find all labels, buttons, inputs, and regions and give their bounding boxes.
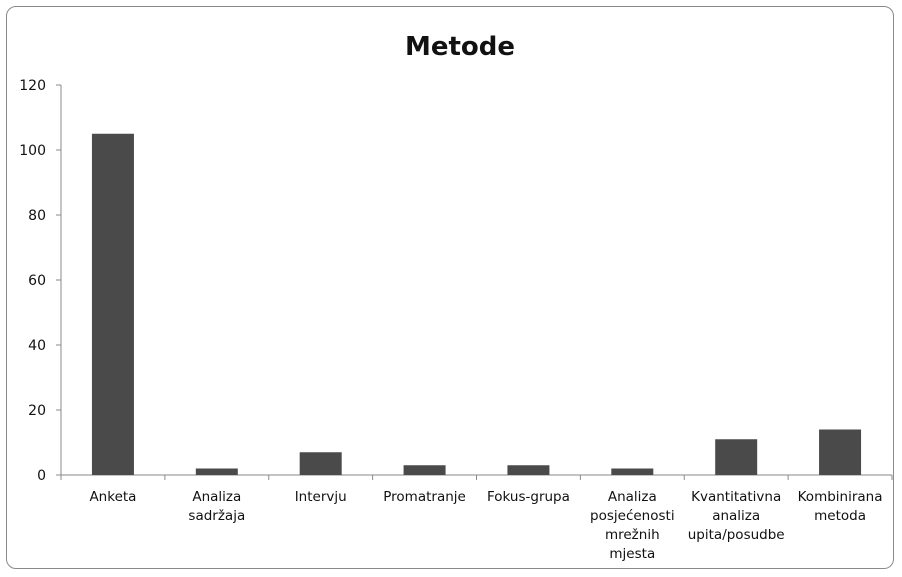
x-category-label-line: Analiza [608,489,657,505]
y-axis: 0 20 40 60 80 100 120 [19,78,62,484]
x-category-label-line: sadržaja [188,508,245,524]
x-category-label-line: upita/posudbe [688,527,785,543]
x-category-label-line: Promatranje [383,489,466,505]
x-category-label-line: metoda [814,508,866,524]
x-category-label: Analiza posjećenosti mrežnih mjesta [590,489,675,562]
x-axis [60,474,893,480]
x-category-label: Anketa [89,489,136,505]
x-category-label-line: Analiza [192,489,241,505]
x-category-label-line: Fokus-grupa [487,489,570,505]
x-category-label: Fokus-grupa [487,489,570,505]
bar [403,465,446,475]
bar [299,452,342,475]
bar [819,429,862,475]
y-tick-label: 60 [28,273,46,289]
x-category-label-line: Kombinirana [798,489,883,505]
bars [91,133,862,475]
x-category-label-line: Anketa [89,489,136,505]
chart-title: Metode [405,32,515,62]
y-tick-label: 0 [37,468,46,484]
x-category-label-line: analiza [712,508,760,524]
x-category-label: Intervju [295,489,347,505]
bar [91,133,134,475]
x-category-label: Kombinirana metoda [798,489,883,524]
bar [611,468,654,475]
x-category-label: Analiza sadržaja [188,489,245,524]
x-category-label: Promatranje [383,489,466,505]
bar [507,465,550,475]
x-category-label: Kvantitativna analiza upita/posudbe [688,489,785,543]
bar [715,439,758,475]
y-tick-label: 40 [28,338,46,354]
x-category-label-line: posjećenosti [590,508,675,524]
x-category-label-line: mrežnih [605,527,660,543]
bar [195,468,238,475]
y-tick-label: 120 [19,78,46,94]
y-tick-label: 100 [19,143,46,159]
category-labels: Anketa Analiza sadržaja Intervju Promatranje… [89,489,882,562]
y-tick-label: 80 [28,208,46,224]
x-category-label-line: Kvantitativna [691,489,781,505]
x-category-label-line: Intervju [295,489,347,505]
y-tick-label: 20 [28,403,46,419]
x-category-label-line: mjesta [609,546,655,562]
